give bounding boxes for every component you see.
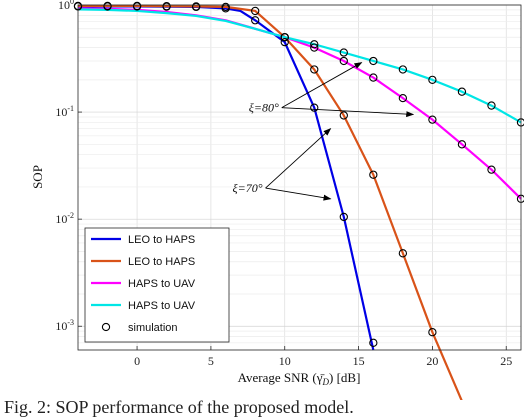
simulation-marker <box>339 56 348 66</box>
x-tick-label: 25 <box>500 354 512 368</box>
annotation-arrow <box>265 187 332 201</box>
simulation-marker <box>310 103 319 112</box>
simulation-marker <box>369 56 378 66</box>
y-tick-label: 100 <box>58 0 74 12</box>
legend-entry-label: LEO to HAPS <box>128 234 195 246</box>
simulation-marker <box>487 165 496 174</box>
simulation-marker <box>428 328 437 337</box>
legend-entry-label: simulation <box>128 322 178 334</box>
annotations: ξ=80° ξ=70° <box>232 62 415 201</box>
simulation-markers <box>73 1 524 347</box>
simulation-marker <box>280 33 289 42</box>
legend: LEO to HAPS LEO to HAPS HAPS to UAV HAPS to… <box>84 227 230 343</box>
simulation-marker <box>162 2 171 11</box>
simulation-marker <box>457 140 467 149</box>
simulation-marker <box>398 65 408 74</box>
simulation-marker <box>310 40 319 49</box>
axis-ticks: 0 5 10 15 20 25 100 10-1 10-2 10-3 <box>55 0 512 368</box>
annotation-arrow <box>265 127 332 189</box>
simulation-marker <box>398 93 408 103</box>
x-tick-label: 20 <box>426 354 438 368</box>
y-axis-label: SOP <box>30 165 45 189</box>
simulation-marker <box>132 1 142 11</box>
simulation-marker <box>339 48 348 57</box>
annotation-label: ξ=70° <box>232 181 262 195</box>
simulation-marker <box>251 6 260 16</box>
legend-marker <box>101 322 111 332</box>
figure-caption: Fig. 2: SOP performance of the proposed … <box>4 397 354 417</box>
simulation-marker <box>369 170 378 179</box>
simulation-marker <box>428 115 437 124</box>
annotation-arrow <box>281 62 363 109</box>
series-line-1 <box>78 4 463 400</box>
simulation-marker <box>191 2 201 11</box>
series-lines <box>77 4 522 400</box>
x-tick-label: 0 <box>134 354 140 368</box>
plot-frame <box>77 4 522 351</box>
legend-entry-label: HAPS to UAV <box>128 278 196 290</box>
legend-box <box>84 227 230 343</box>
y-tick-label: 10-1 <box>55 104 74 119</box>
simulation-marker <box>280 37 289 47</box>
simulation-marker <box>221 2 230 12</box>
sop-chart: ξ=80° ξ=70° 0 5 10 15 20 25 100 10-1 10-2 10-3 Ave… <box>30 0 524 400</box>
simulation-marker <box>369 338 378 347</box>
simulation-marker <box>310 43 319 52</box>
legend-entry-label: HAPS to UAV <box>128 300 196 312</box>
y-tick-label: 10-2 <box>55 211 74 226</box>
simulation-marker <box>339 212 348 222</box>
annotation-arrow <box>281 107 415 118</box>
simulation-marker <box>487 101 496 110</box>
simulation-marker <box>398 249 408 258</box>
annotation-label: ξ=80° <box>249 101 279 115</box>
x-tick-label: 10 <box>279 354 291 368</box>
simulation-marker <box>103 1 112 11</box>
x-tick-label: 5 <box>208 354 214 368</box>
series-line-3 <box>77 8 522 124</box>
simulation-marker <box>310 65 319 74</box>
x-tick-label: 15 <box>353 354 365 368</box>
simulation-marker <box>369 73 378 82</box>
legend-entry-label: LEO to HAPS <box>128 256 195 268</box>
x-axis-label: Average SNR (γ̄D) [dB] <box>238 370 361 387</box>
simulation-marker <box>251 16 260 25</box>
simulation-marker <box>457 87 467 96</box>
y-tick-label: 10-3 <box>55 318 74 333</box>
simulation-marker <box>339 111 348 120</box>
simulation-marker <box>428 75 437 84</box>
